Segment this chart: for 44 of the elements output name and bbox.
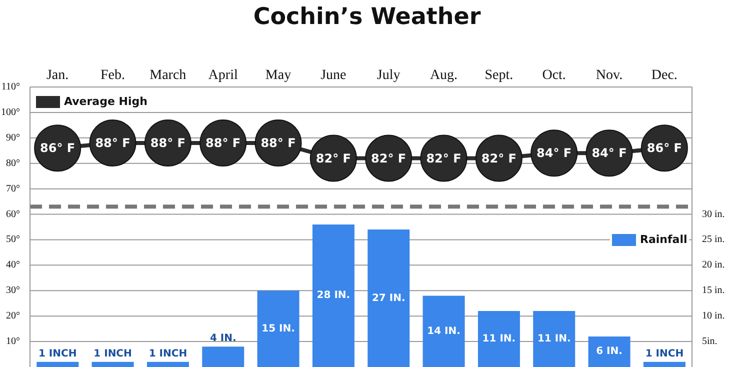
x-tick-label: Oct. bbox=[542, 68, 566, 83]
data-label: 11 IN. bbox=[482, 334, 516, 344]
data-label: 6 IN. bbox=[596, 346, 622, 358]
legend-label: Average High bbox=[64, 95, 148, 108]
y-tick-label: 80° bbox=[6, 158, 20, 169]
y-tick-label: 70° bbox=[6, 183, 20, 194]
data-label: 28 IN. bbox=[316, 290, 350, 302]
y2-tick-label: 15 in. bbox=[702, 285, 725, 296]
x-tick-label: March bbox=[150, 68, 186, 83]
x-tick-label: Sept. bbox=[484, 68, 514, 83]
y-tick-label: 40° bbox=[6, 260, 20, 271]
y-tick-label: 60° bbox=[6, 208, 20, 220]
y2-tick-label: 10 in. bbox=[702, 310, 725, 322]
y-tick-label: 10° bbox=[6, 336, 20, 348]
y2-tick-label: 20 in. bbox=[702, 260, 725, 271]
chart-title: Cochin’s Weather bbox=[252, 4, 482, 30]
y-tick-label: 100° bbox=[1, 106, 20, 118]
data-label: 1 INCH bbox=[38, 348, 77, 360]
y-tick-label: 20° bbox=[6, 310, 20, 322]
y2-tick-label: 30 in. bbox=[702, 208, 725, 220]
x-tick-label: May bbox=[265, 68, 292, 83]
data-label: 11 IN. bbox=[537, 334, 571, 344]
x-tick-label: Jan. bbox=[46, 68, 69, 83]
x-tick-label: Aug. bbox=[430, 68, 458, 83]
x-tick-label: Feb. bbox=[100, 68, 125, 83]
data-label: 15 IN. bbox=[262, 323, 295, 334]
y-tick-label: 30° bbox=[6, 285, 20, 296]
x-tick-label: July bbox=[376, 68, 400, 83]
y-tick-label: 110° bbox=[1, 82, 20, 92]
legend-label: Rainfall bbox=[640, 233, 688, 246]
y2-tick-label: 25 in. bbox=[702, 234, 725, 246]
y2-tick-label: 5in. bbox=[702, 336, 718, 348]
data-label: 14 IN. bbox=[427, 326, 460, 337]
y-tick-label: 90° bbox=[6, 132, 20, 144]
x-tick-label: April bbox=[208, 68, 238, 83]
data-label: 27 IN. bbox=[372, 292, 406, 304]
data-label: 1 INCH bbox=[94, 348, 132, 360]
x-tick-label: Nov. bbox=[596, 68, 623, 83]
data-label: 1 INCH bbox=[645, 348, 684, 360]
x-tick-label: Dec. bbox=[651, 68, 678, 83]
y-tick-label: 50° bbox=[6, 234, 20, 246]
data-label: 1 INCH bbox=[148, 348, 188, 360]
data-label: 4 IN. bbox=[210, 333, 236, 344]
x-tick-label: June bbox=[320, 68, 346, 83]
